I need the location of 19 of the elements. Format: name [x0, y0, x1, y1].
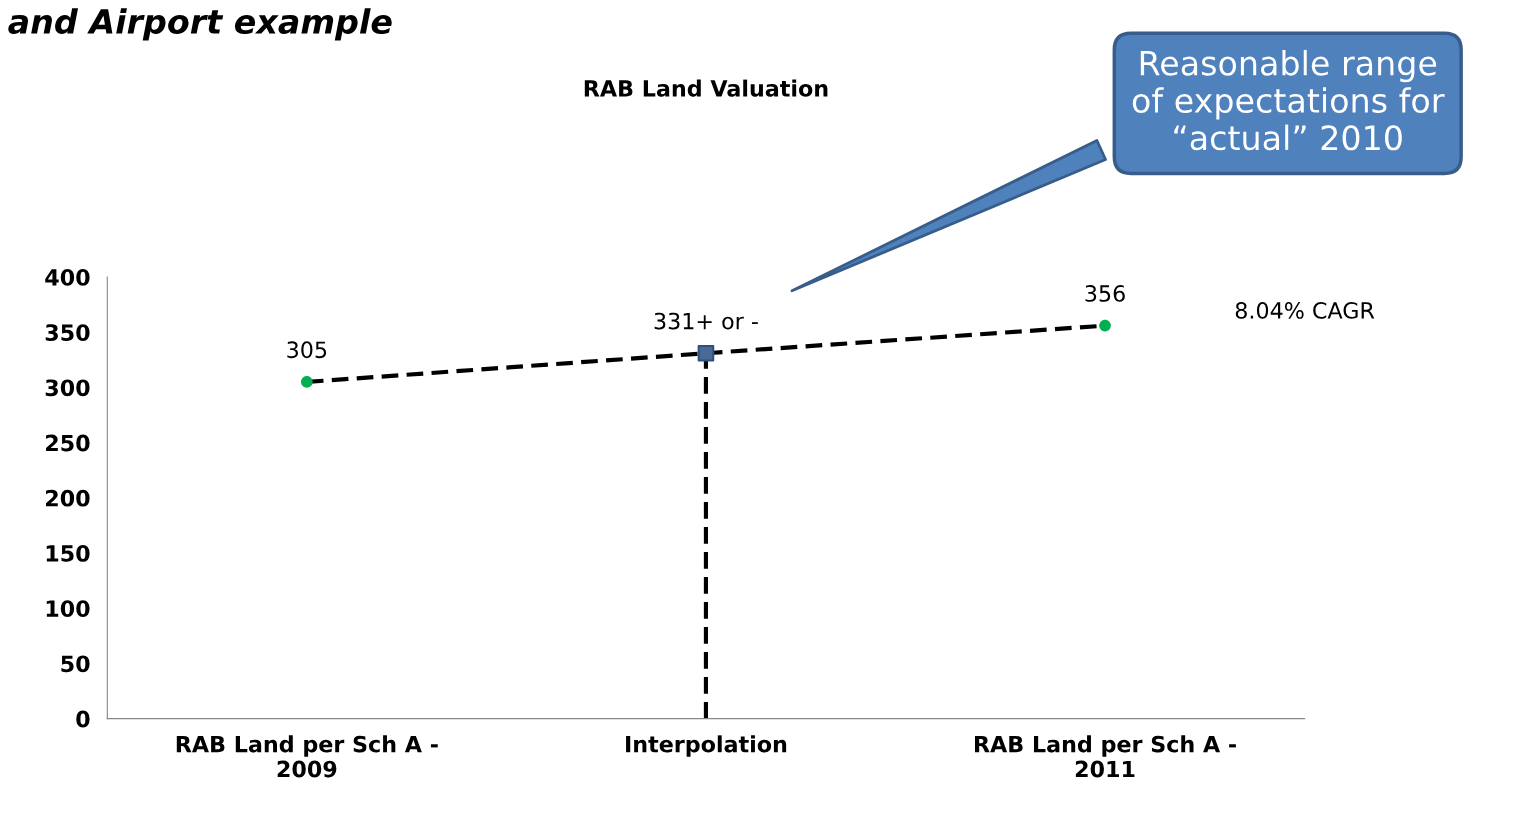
chart-title: and Airport example — [8, 8, 392, 41]
y-tick-label: 400 — [45, 268, 90, 286]
y-tick-label: 300 — [45, 379, 90, 397]
y-tick-label: 0 — [76, 710, 90, 728]
y-tick-label: 50 — [61, 655, 90, 673]
x-tick-label: RAB Land per Sch A - 2009 — [176, 735, 438, 778]
chart-subtitle: RAB Land Valuation — [584, 79, 828, 97]
x-tick-label: Interpolation — [626, 735, 787, 757]
y-tick-label: 150 — [46, 545, 90, 562]
text: Reasonable range of expectations for “actual” 2010 — [1132, 49, 1445, 151]
data-label: 331+ or - — [654, 312, 758, 330]
y-tick-label: 200 — [46, 489, 90, 507]
x-tick-label: RAB Land per Sch A - 2011 — [975, 735, 1236, 778]
data-label: 305 — [287, 341, 327, 359]
y-tick-label: 100 — [46, 600, 90, 618]
annotation: 8.04% CAGR — [1235, 302, 1375, 319]
data-label: 356 — [1085, 285, 1125, 302]
y-tick-label: 350 — [45, 324, 90, 342]
y-tick-label: 250 — [46, 434, 90, 452]
